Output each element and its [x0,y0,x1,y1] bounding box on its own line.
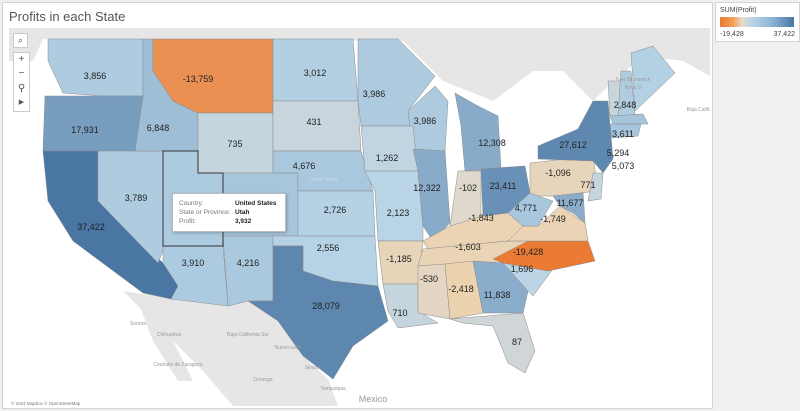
state-oregon[interactable] [42,95,144,152]
profit-label: 17,931 [71,125,99,135]
profit-label: 4,771 [515,203,538,213]
profit-label: 28,079 [312,301,340,311]
profit-label: -102 [459,183,477,193]
basemap-label: Durango [253,377,272,383]
map-view[interactable]: 3,856 17,931 37,422 3,789 6,848 -13,759 735 3,9… [9,28,710,406]
tooltip: Country: United States State or Province:… [172,193,286,232]
profit-label: 735 [227,139,242,149]
profit-label: 23,411 [490,181,517,191]
state-georgia[interactable] [472,260,529,314]
profit-label: -2,418 [448,284,474,294]
profit-label: 2,848 [614,100,637,110]
basemap-label: Coahuila de Zaragoza [153,362,202,368]
basemap-label: Baja California Sur [227,332,269,338]
profit-label: 710 [392,308,407,318]
choropleth-map[interactable]: 3,856 17,931 37,422 3,789 6,848 -13,759 735 3,9… [9,28,710,406]
state-mississippi[interactable] [417,263,451,320]
profit-label: 3,986 [414,116,437,126]
profit-label: 3,789 [125,193,148,203]
state-connecticut[interactable] [609,123,642,139]
map-worksheet: Profits in each State 3,856 17,931 37,422 3… [2,2,713,409]
basemap-label: Mexico [359,394,388,404]
sheet-title: Profits in each State [9,9,126,24]
mexico-land [123,291,338,406]
basemap-label: Tamaulipas [320,386,346,392]
profit-label: 3,611 [612,129,634,139]
profit-label: -13,759 [183,74,214,84]
canada-land [9,28,710,101]
state-new-york[interactable] [537,100,614,174]
profit-label: 3,910 [182,258,205,268]
legend-title: SUM(Profit) [720,7,757,14]
profit-label: 5,294 [607,148,630,158]
profit-label: 1,262 [376,153,399,163]
tooltip-value: Utah [235,209,250,216]
state-new-jersey[interactable] [587,172,604,202]
profit-label: -530 [420,274,438,284]
color-legend[interactable]: SUM(Profit) -19,428 37,422 [715,2,800,42]
profit-label: 37,422 [77,222,105,232]
profit-label: 4,216 [237,258,260,268]
baja-land [138,301,193,381]
profit-label: 1,696 [511,264,534,274]
zoom-controls: + − ⚲ ▶ [13,52,30,112]
zoom-in-button[interactable]: + [18,54,25,65]
basemap-label: Baja California [687,107,710,113]
profit-label: -1,749 [540,214,566,224]
pin-icon[interactable]: ⚲ [17,83,26,94]
profit-label: 3,856 [84,71,107,81]
profit-label: 12,308 [478,138,506,148]
north-land [9,28,710,36]
profit-label: 3,012 [304,68,327,78]
profit-label: -1,185 [386,254,412,264]
profit-label: 5,073 [612,161,635,171]
basemap-label: New Brunswick [616,77,651,83]
profit-label: 11,677 [557,198,584,208]
tooltip-key: Country: [179,200,204,207]
profit-label: 4,676 [293,161,316,171]
tooltip-key: State or Province: [179,209,231,216]
basemap-label: Sinaloa [305,365,322,371]
profit-label: 27,612 [559,140,587,150]
basemap-label: Chihuahua [157,332,181,338]
state-iowa[interactable] [360,125,419,172]
tooltip-value: 3,932 [235,218,252,225]
profit-label: 3,986 [363,89,386,99]
legend-max: 37,422 [773,31,795,38]
tooltip-value: United States [235,200,277,207]
selected-state-outline [162,150,224,247]
profit-label: -1,843 [468,213,494,223]
legend-gradient [720,17,794,27]
state-washington[interactable] [47,38,144,97]
state-texas[interactable] [247,245,389,380]
profit-label: 12,322 [413,183,441,193]
profit-label: 2,726 [324,205,347,215]
state-arizona[interactable] [162,245,229,307]
basemap-label: Sonora [130,321,146,327]
state-florida[interactable] [449,312,536,374]
profit-label: 6,848 [147,123,170,133]
state-maine[interactable] [630,45,676,112]
basemap-label: Nuevo León [275,345,302,351]
profit-label: 431 [306,117,321,127]
profit-label: -1,603 [455,242,481,252]
profit-label: 771 [580,180,595,190]
profit-label: 11,838 [484,290,511,300]
profit-label: -19,428 [513,247,544,257]
profit-label: 2,556 [317,243,340,253]
search-icon[interactable]: ⌕ [13,33,28,48]
tooltip-key: Profit: [179,218,196,225]
map-attribution[interactable]: © 2024 Mapbox © OpenStreetMap [11,401,81,406]
state-massachusetts[interactable] [609,113,649,125]
zoom-out-button[interactable]: − [18,68,25,79]
profit-label: 87 [512,337,522,347]
state-new-mexico[interactable] [222,235,274,307]
basemap-label: United States [308,177,339,183]
profit-label: 2,123 [387,208,410,218]
profit-label: -1,096 [545,168,571,178]
legend-min: -19,428 [720,31,744,38]
basemap-label: Nova S [625,85,642,91]
play-arrow-icon[interactable]: ▶ [18,99,25,106]
